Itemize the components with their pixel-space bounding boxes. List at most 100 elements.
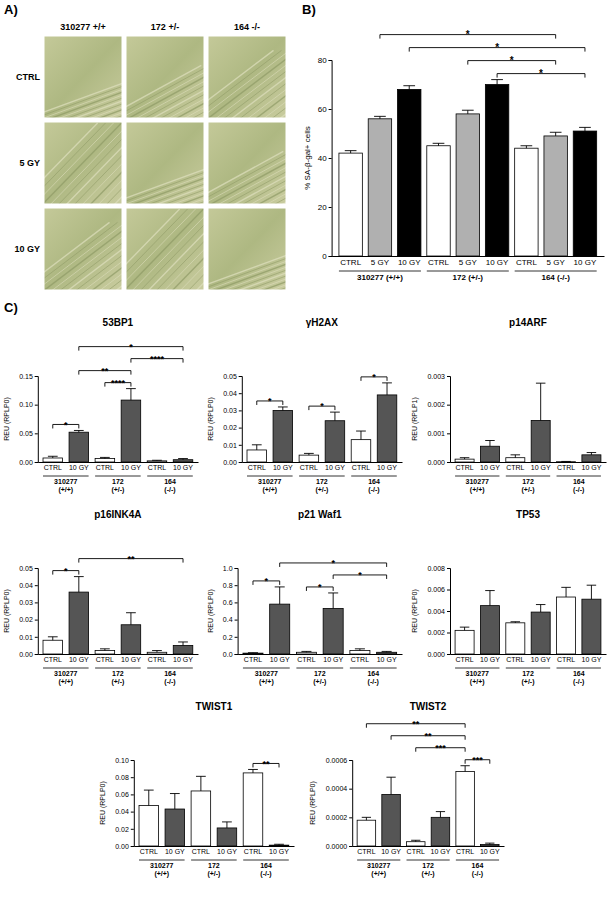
y-axis: 0.00000.00020.00040.0006 [326,757,353,850]
cell-streak [160,65,204,118]
significance-label: **** [150,354,165,364]
y-axis-line [35,569,39,655]
column-label: 172 +/- [151,22,179,32]
cell-streak [168,168,204,204]
y-tick-label: 0.03 [19,599,33,606]
error-bar [126,613,136,625]
group-line [350,668,397,669]
y-axis-line [239,377,243,463]
group-label: 164(-/-) [367,670,379,686]
group-label: 172(+/-) [521,670,534,686]
y-tick-mark [35,637,38,638]
group-label: 164(-/-) [260,862,272,878]
x-tick: 10 GY [431,848,451,855]
x-tick-label: 10 GY [581,464,601,471]
bar [43,458,63,462]
y-tick-label: 0.06 [115,791,129,798]
y-tick-label: 0.008 [427,565,445,572]
cell-streak [136,209,204,290]
error-bar [587,585,597,599]
y-tick-label: 0.00 [115,843,129,850]
y-tick: 0.2 [223,634,238,641]
error-bar [356,431,366,440]
y-tick: 0.000 [427,459,450,466]
y-axis-title: % SA-β-gal+ cells [303,126,312,190]
y-tick: 0.00 [19,459,38,466]
y-tick-mark [349,817,352,818]
bar [299,455,319,462]
y-tick-mark [35,376,38,377]
bar [377,395,397,462]
y-tick: 0.04 [223,390,242,397]
cell-streak [208,151,283,204]
y-tick-label: 0.0004 [326,785,348,792]
group-label: 310277(+/+) [367,862,390,878]
x-tick: CTRL [244,848,262,855]
x-tick-label: 10 GY [69,464,89,471]
group-line [296,668,343,669]
cell-streak [176,65,204,118]
cell-streak [242,151,286,204]
x-axis-line [134,846,294,847]
significance-label: * [466,29,470,40]
x-tick-label: 10 GY [486,258,509,267]
significance-label: ** [101,366,109,376]
column-label: 310277 +/+ [60,22,106,32]
x-tick: CTRL [96,464,114,471]
y-tick-mark [329,256,332,257]
y-tick: 0.008 [427,565,450,572]
x-tick: 10 GY [323,656,343,663]
x-tick-label: CTRL [455,464,473,471]
x-tick-label: 10 GY [377,656,397,663]
error-bar [170,794,180,809]
cell-streak [78,123,122,204]
chart: 020406080% SA-β-gal+ cellsCTRL5 GY10 GYC… [303,29,605,282]
y-tick-label: 0.00 [19,651,33,658]
y-tick-label: 0.00 [223,459,237,466]
y-tick: 0.03 [19,599,38,606]
y-axis-line [447,569,451,655]
cell-streak [168,65,204,118]
plot-marks [43,577,193,654]
error-bar [386,777,395,794]
group-label: 172 (+/-) [453,273,484,282]
y-tick-label: 0.04 [223,390,237,397]
micrograph [96,36,321,123]
x-tick: CTRL [96,656,114,663]
y-axis: 0.000.010.020.030.040.05 [19,565,38,658]
x-tick: CTRL [428,258,449,267]
image-panel: 310277 +/+172 +/-164 -/-CTRL5 GY10 GY [14,22,411,295]
cell-streak [266,50,286,118]
x-tick: CTRL [456,848,474,855]
error-bar [511,455,521,458]
y-tick: 0.4 [223,616,238,623]
y-tick: 0.10 [19,401,38,408]
y-tick-mark [239,428,242,429]
y-tick-label: 0.02 [115,826,129,833]
bar [296,652,316,654]
cell-streak [184,65,204,118]
significance-label: * [265,576,269,586]
chart: p21 Waf10.00.20.40.60.81.0REU (RPLP0)CTR… [207,509,403,686]
cell-streak [110,123,122,204]
cell-streak [136,65,204,118]
chart: p14ARF0.0000.0010.0020.003REU (RPLP1)CTR… [411,317,607,494]
x-tick-label: 10 GY [173,464,193,471]
x-tick: 10 GY [69,464,89,471]
error-bar [274,844,284,846]
x-axis-line [353,846,505,847]
y-tick-label: 0.04 [115,808,129,815]
significance-label: ** [425,731,433,741]
y-tick-mark [447,611,450,612]
x-tick: 10 GY [173,656,193,663]
y-tick-mark [131,829,134,830]
y-tick-label: 0.0002 [326,814,348,821]
bar [544,136,567,256]
micrograph-texture [208,50,286,118]
y-tick: 0.05 [19,430,38,437]
x-tick: 10 GY [581,656,601,663]
y-tick: 0.006 [427,586,450,593]
error-bar [362,817,371,820]
cell-streak [118,123,122,204]
x-tick: CTRL [44,464,62,471]
